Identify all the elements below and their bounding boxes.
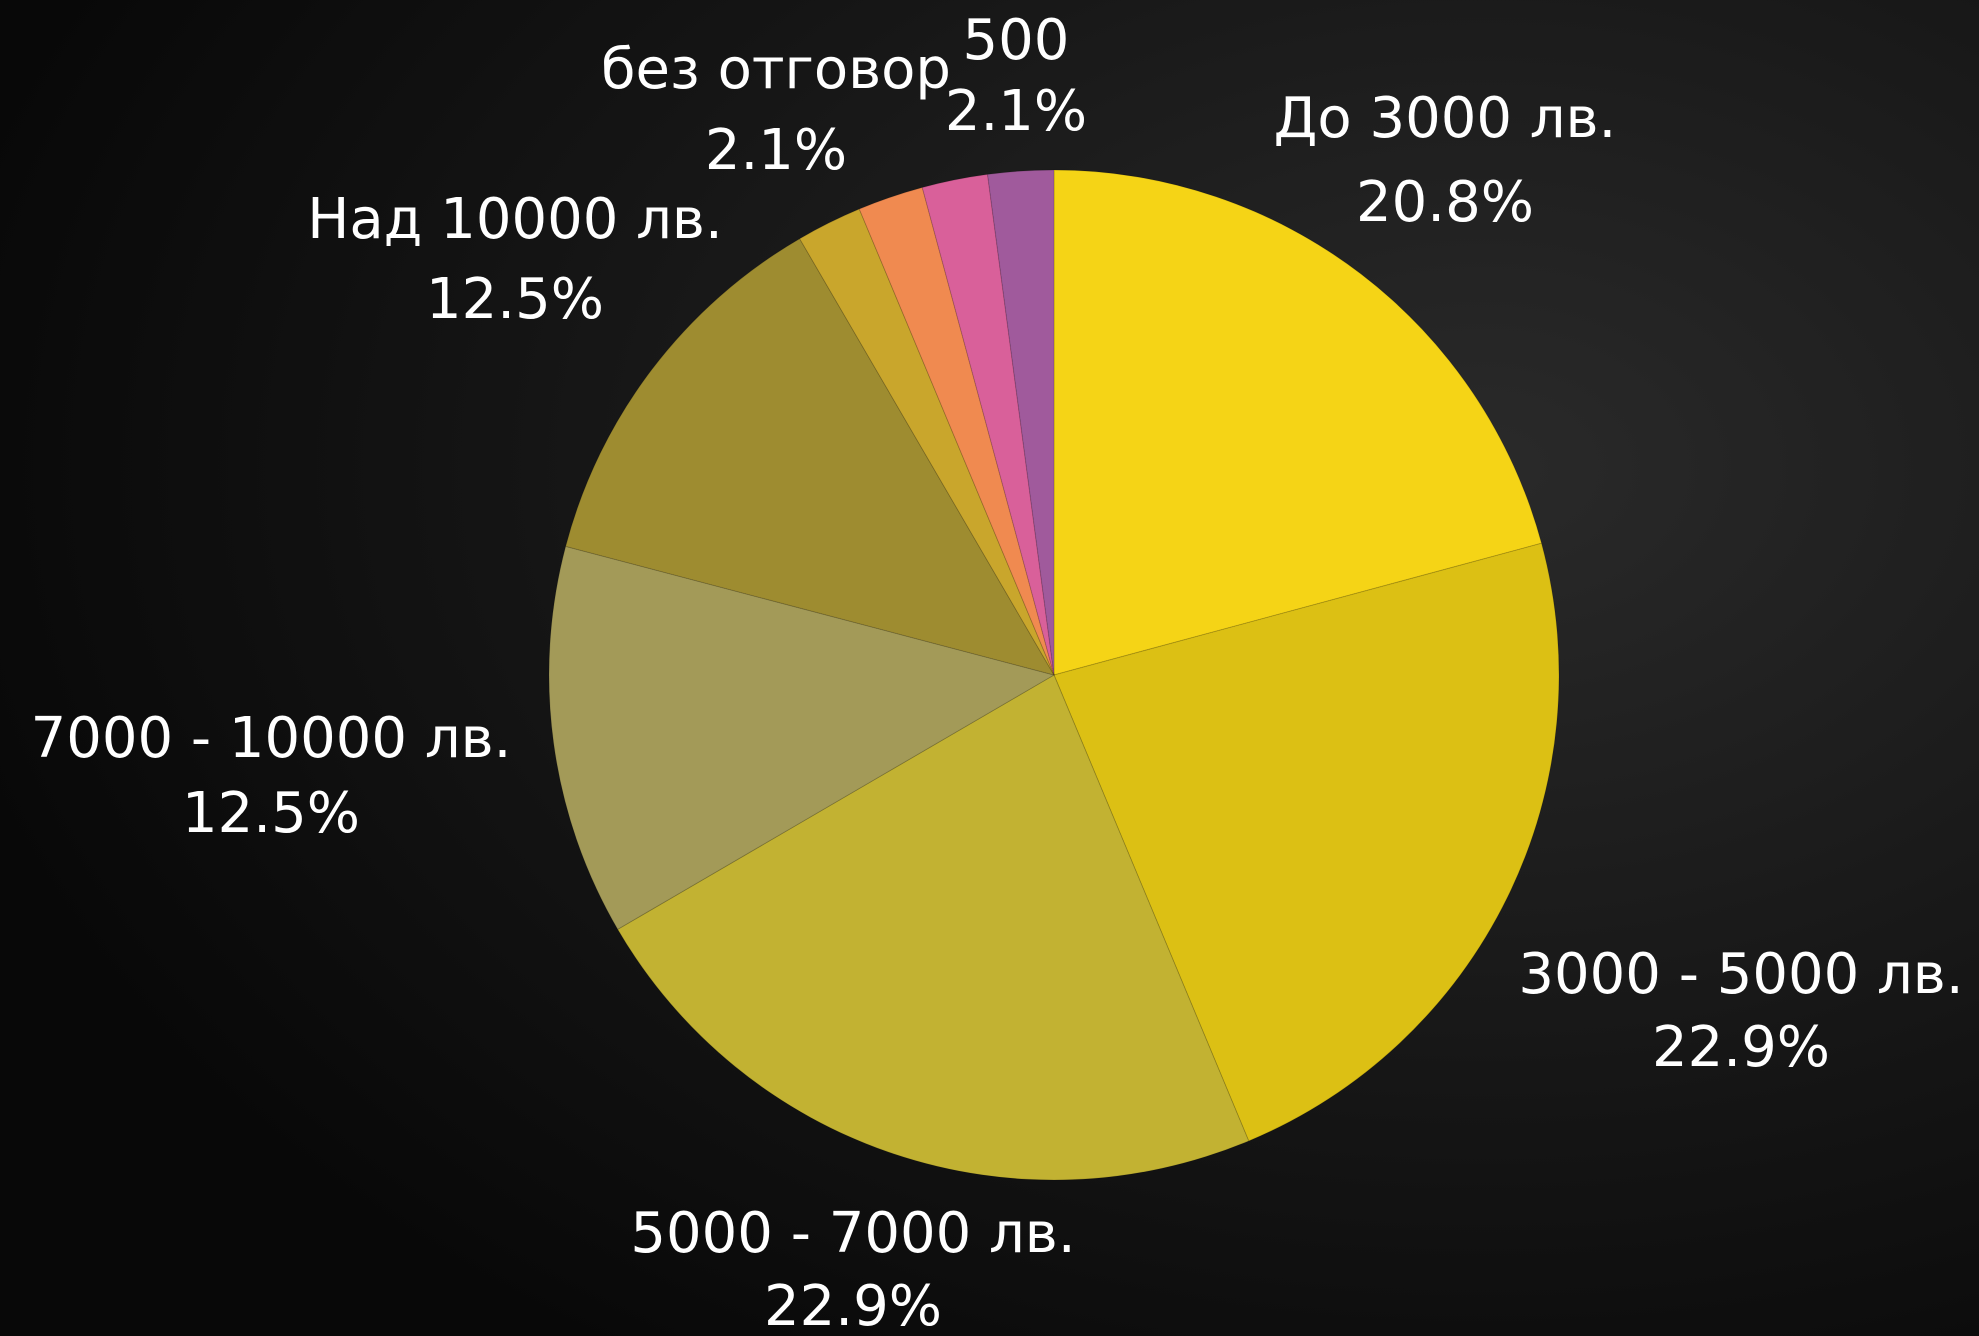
pie-slice <box>986 169 1055 676</box>
pie-slice <box>921 173 1055 676</box>
slice-label: 5000 - 7000 лв. <box>630 1201 1075 1266</box>
pie-slice <box>617 674 1250 1181</box>
pie-slice <box>1053 169 1543 676</box>
slice-label: Над 10000 лв. <box>307 187 723 252</box>
pie-slice <box>548 545 1056 931</box>
pie-slice <box>798 208 1055 676</box>
slice-label: без отговор <box>601 37 951 102</box>
slice-label: До 3000 лв. <box>1274 86 1617 151</box>
slice-value-label: 12.5% <box>426 267 604 332</box>
pie-slice <box>858 186 1055 676</box>
slice-value-label: 22.9% <box>1652 1015 1830 1080</box>
slice-value-label: 20.8% <box>1356 170 1534 235</box>
slice-value-label: 22.9% <box>764 1274 942 1336</box>
slice-label: 500 <box>963 8 1070 73</box>
slice-label: 7000 - 10000 лв. <box>31 706 512 771</box>
slice-value-label: 2.1% <box>705 118 847 183</box>
slice-value-label: 2.1% <box>945 79 1087 144</box>
pie-slice <box>565 238 1056 676</box>
slice-label: 3000 - 5000 лв. <box>1518 942 1963 1007</box>
slice-value-label: 12.5% <box>182 781 360 846</box>
pie-slice <box>1053 542 1560 1142</box>
